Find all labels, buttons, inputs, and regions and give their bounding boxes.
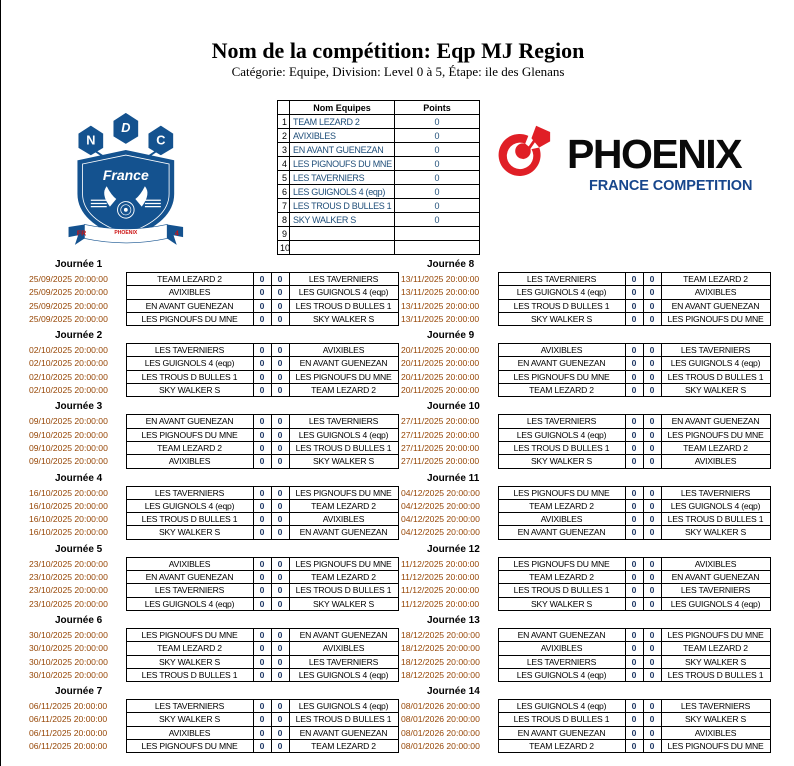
svg-text:D: D xyxy=(121,120,130,135)
svg-text:France: France xyxy=(103,167,149,183)
svg-text:FR: FR xyxy=(77,230,86,237)
svg-text:PHOENIX: PHOENIX xyxy=(114,230,137,236)
svg-text:C: C xyxy=(156,132,165,147)
svg-text:N: N xyxy=(86,132,95,147)
svg-text:4: 4 xyxy=(175,230,179,237)
